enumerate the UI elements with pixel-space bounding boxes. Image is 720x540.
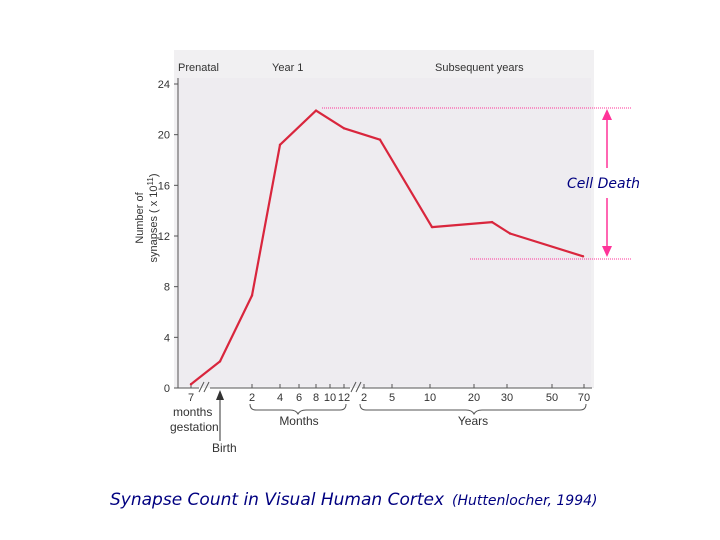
y-tick-label: 8	[164, 282, 170, 294]
x-tick-label: 8	[313, 392, 319, 404]
gestation-label-line-1: months	[173, 405, 212, 419]
years-bracket	[359, 403, 587, 416]
data-point	[581, 255, 585, 258]
data-point	[314, 109, 318, 112]
y-axis-title-line-2: synapses ( x 1011)	[146, 173, 161, 262]
y-tick-label: 20	[158, 130, 170, 142]
data-point	[250, 294, 254, 297]
y-tick-label: 4	[164, 332, 170, 344]
axis-break-mark-1	[198, 381, 210, 393]
y-axis-title-base: synapses ( x 10	[148, 185, 160, 262]
y-axis-title-close: )	[148, 173, 160, 177]
x-tick-label: 2	[361, 392, 367, 404]
plot-background-inner	[177, 78, 591, 386]
data-point	[218, 360, 222, 363]
x-tick-label: 2	[249, 392, 255, 404]
x-tick-label: 10	[324, 392, 336, 404]
section-subsequent-years: Subsequent years	[435, 62, 524, 74]
data-point	[342, 127, 346, 130]
y-axis-title: Number of synapses ( x 1011)	[134, 173, 160, 262]
x-tick-label: 50	[546, 392, 558, 404]
y-tick-label: 12	[158, 231, 170, 243]
birth-label: Birth	[212, 441, 237, 455]
figure-caption: Synapse Count in Visual Human Cortex (Hut…	[110, 490, 597, 510]
y-axis-title-exponent: 11	[146, 177, 155, 186]
months-label: Months	[279, 414, 318, 428]
chart-source: (Huttenlocher, 1994)	[452, 493, 598, 509]
birth-arrow-head	[216, 390, 224, 400]
data-point	[430, 225, 434, 229]
data-point	[189, 383, 193, 386]
y-axis-title-line-1: Number of	[134, 191, 146, 243]
x-tick-label: 30	[501, 392, 513, 404]
y-tick-label: 16	[158, 180, 170, 192]
data-point	[378, 138, 382, 141]
section-year-1: Year 1	[272, 62, 303, 74]
chart-title: Synapse Count in Visual Human Cortex	[110, 490, 445, 510]
x-tick-label: 7	[188, 392, 194, 404]
years-label: Years	[458, 414, 488, 428]
x-tick-label: 5	[389, 392, 395, 404]
gestation-label-line-2: gestation	[170, 420, 219, 434]
y-tick-label: 0	[164, 383, 170, 395]
x-tick-label: 6	[296, 392, 302, 404]
x-tick-label: 10	[424, 392, 436, 404]
series-group	[189, 109, 585, 386]
x-tick-label: 20	[468, 392, 480, 404]
cell-death-label: Cell Death	[567, 176, 640, 192]
data-point	[278, 143, 282, 146]
cell-death-arrow-down-head	[602, 246, 612, 257]
axis-break-mark-2	[350, 381, 362, 393]
y-tick-label: 24	[158, 79, 170, 91]
x-tick-label: 4	[277, 392, 283, 404]
x-tick-label: 12	[338, 392, 350, 404]
data-point	[508, 232, 512, 235]
x-tick-label: 70	[578, 392, 590, 404]
cell-death-arrow-up-head	[602, 109, 612, 120]
months-bracket	[249, 403, 347, 416]
x-axis-ticks: 7 2 4 6 8 10 12 2 5 10 20 30 50 70	[188, 384, 590, 404]
section-prenatal: Prenatal	[178, 62, 219, 74]
y-axis-ticks: 0 4 8 12 16 20 24	[158, 79, 178, 395]
data-point	[490, 220, 494, 224]
